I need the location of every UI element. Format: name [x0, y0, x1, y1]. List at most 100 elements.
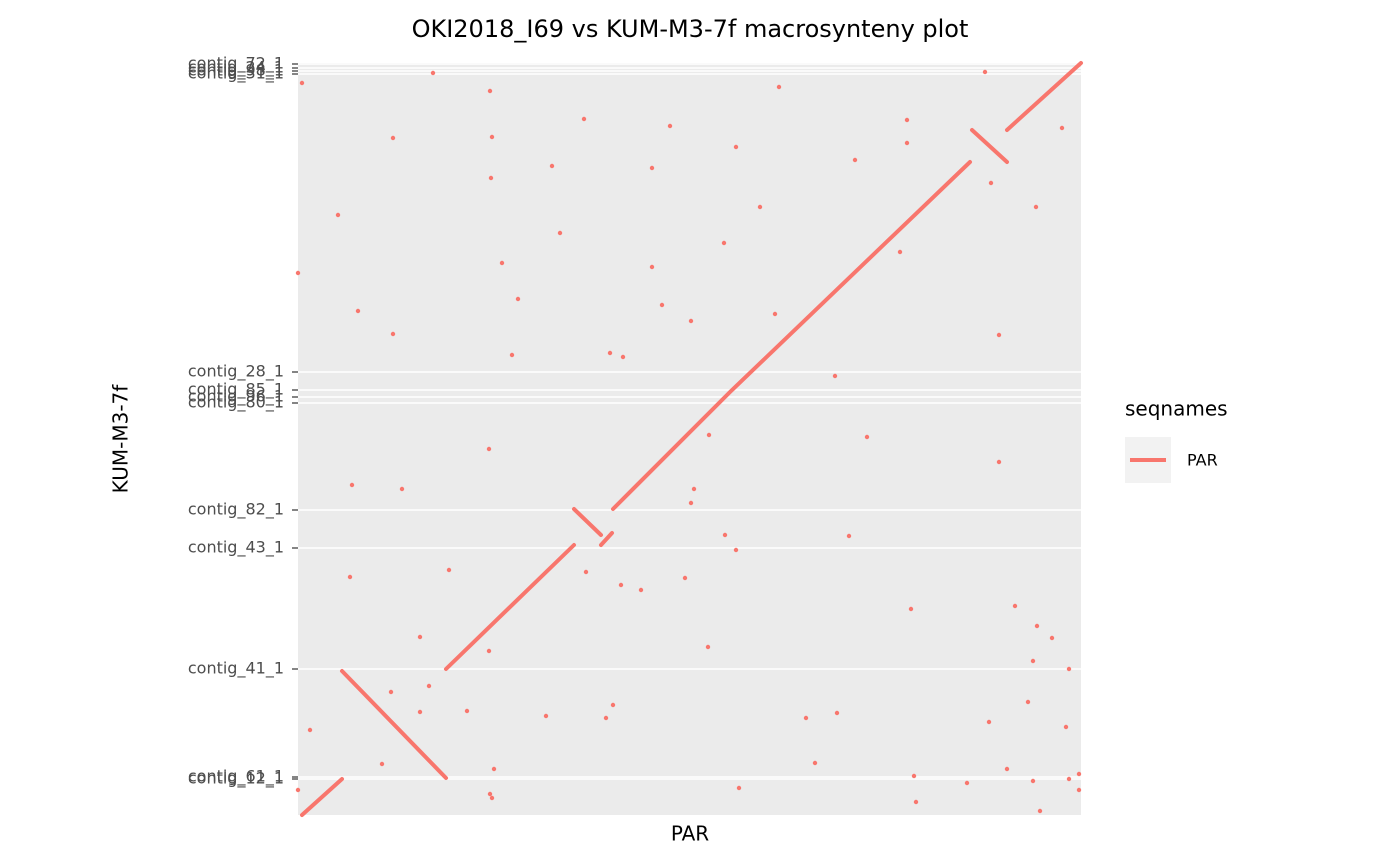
synteny-point	[1063, 724, 1069, 730]
synteny-point	[491, 766, 497, 772]
synteny-point	[733, 144, 739, 150]
synteny-point	[988, 180, 994, 186]
synteny-point	[583, 569, 589, 575]
synteny-point	[772, 311, 778, 317]
synteny-point	[1034, 623, 1040, 629]
synteny-point	[499, 260, 505, 266]
synteny-point	[688, 318, 694, 324]
synteny-point	[996, 332, 1002, 338]
synteny-point	[549, 163, 555, 169]
synteny-point	[649, 264, 655, 270]
synteny-point	[379, 761, 385, 767]
y-tick-label: contig_31_1	[188, 64, 284, 84]
synteny-point	[488, 175, 494, 181]
synteny-point	[388, 689, 394, 695]
synteny-point	[986, 719, 992, 725]
synteny-point	[487, 88, 493, 94]
synteny-point	[688, 500, 694, 506]
synteny-point	[1076, 771, 1082, 777]
synteny-point	[307, 727, 313, 733]
plot-area	[295, 61, 1083, 817]
x-axis-title: PAR	[671, 822, 709, 846]
plot-background	[298, 63, 1081, 815]
synteny-point	[557, 230, 563, 236]
synteny-point	[1025, 699, 1031, 705]
synteny-point	[487, 791, 493, 797]
legend-title: seqnames	[1125, 397, 1228, 421]
synteny-point	[335, 212, 341, 218]
synteny-point	[417, 634, 423, 640]
synteny-point	[349, 482, 355, 488]
synteny-point	[607, 350, 613, 356]
synteny-point	[430, 70, 436, 76]
synteny-point	[911, 773, 917, 779]
synteny-point	[464, 708, 470, 714]
synteny-point	[299, 80, 305, 86]
synteny-point	[904, 140, 910, 146]
synteny-point	[543, 713, 549, 719]
synteny-point	[509, 352, 515, 358]
synteny-point	[733, 547, 739, 553]
synteny-point	[667, 123, 673, 129]
synteny-point	[897, 249, 903, 255]
synteny-point	[1066, 776, 1072, 782]
y-tick-label: contig_28_1	[188, 362, 284, 382]
synteny-point	[776, 84, 782, 90]
synteny-point	[1033, 204, 1039, 210]
synteny-point	[610, 702, 616, 708]
synteny-point	[1066, 666, 1072, 672]
synteny-point	[852, 157, 858, 163]
synteny-point	[390, 331, 396, 337]
synteny-point	[295, 270, 301, 276]
synteny-point	[864, 434, 870, 440]
synteny-point	[1030, 778, 1036, 784]
synteny-point	[347, 574, 353, 580]
synteny-line	[300, 61, 1083, 817]
synteny-point	[659, 302, 665, 308]
synteny-point	[706, 432, 712, 438]
synteny-point	[705, 644, 711, 650]
synteny-point	[904, 117, 910, 123]
y-tick-label: contig_82_1	[188, 500, 284, 520]
synteny-point	[832, 373, 838, 379]
synteny-point	[489, 795, 495, 801]
synteny-point	[736, 785, 742, 791]
y-tick-label: contig_43_1	[188, 538, 284, 558]
synteny-point	[913, 799, 919, 805]
synteny-point	[426, 683, 432, 689]
synteny-point	[834, 710, 840, 716]
synteny-point	[618, 582, 624, 588]
synteny-point	[1030, 658, 1036, 664]
legend: PAR	[1125, 437, 1218, 483]
y-axis-title: KUM-M3-7f	[109, 384, 133, 494]
chart-title: OKI2018_I69 vs KUM-M3-7f macrosynteny pl…	[412, 15, 969, 43]
synteny-point	[1049, 635, 1055, 641]
synteny-point	[417, 709, 423, 715]
synteny-point	[581, 116, 587, 122]
synteny-point	[649, 165, 655, 171]
synteny-point	[803, 715, 809, 721]
synteny-point	[446, 567, 452, 573]
synteny-point	[908, 606, 914, 612]
y-tick-label: contig_85_1	[188, 380, 284, 400]
y-tick-label: contig_98_1	[188, 61, 284, 81]
synteny-point	[1059, 125, 1065, 131]
y-tick-label: contig_61_1	[188, 767, 284, 787]
y-tick-label: contig_72_1	[188, 54, 284, 74]
synteny-point	[982, 69, 988, 75]
synteny-point	[489, 134, 495, 140]
synteny-point	[620, 354, 626, 360]
synteny-point	[964, 780, 970, 786]
y-tick-label: contig_24_1	[188, 58, 284, 78]
synteny-point	[355, 308, 361, 314]
synteny-point	[691, 486, 697, 492]
synteny-point	[603, 715, 609, 721]
synteny-point	[682, 575, 688, 581]
synteny-point	[1076, 787, 1082, 793]
synteny-point	[812, 760, 818, 766]
synteny-point	[757, 204, 763, 210]
synteny-point	[1004, 766, 1010, 772]
synteny-point	[515, 296, 521, 302]
synteny-point	[486, 648, 492, 654]
y-tick-label: contig_96_1	[188, 387, 284, 407]
